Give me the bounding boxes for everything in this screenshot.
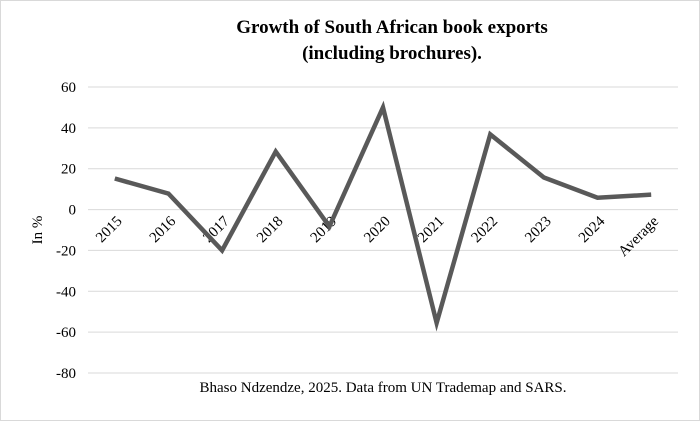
x-category-label: 2021 (415, 214, 448, 247)
y-axis-label: In % (30, 216, 46, 245)
x-category-label: 2022 (469, 214, 502, 247)
x-category-label: 2023 (522, 214, 555, 247)
x-category-label: 2020 (361, 214, 394, 247)
y-tick-label: -80 (56, 366, 76, 382)
x-category-label: 2018 (254, 214, 287, 247)
y-tick-label: 20 (61, 162, 76, 178)
y-tick-label: -20 (56, 243, 76, 259)
y-tick-label: 60 (61, 80, 76, 96)
chart-title-line-1: Growth of South African book exports (236, 17, 548, 38)
chart-title-line-2: (including brochures). (302, 43, 482, 64)
x-category-label: 2015 (93, 214, 126, 247)
x-category-label: 2024 (576, 213, 609, 246)
y-tick-label: -40 (56, 284, 76, 300)
source-annotation: Bhaso Ndzendze, 2025. Data from UN Trade… (199, 380, 566, 396)
y-tick-label: 0 (69, 203, 77, 219)
y-tick-label: -60 (56, 325, 76, 341)
x-category-label: Average (616, 213, 663, 260)
y-tick-label: 40 (61, 121, 76, 137)
x-category-label: 2016 (147, 213, 180, 246)
